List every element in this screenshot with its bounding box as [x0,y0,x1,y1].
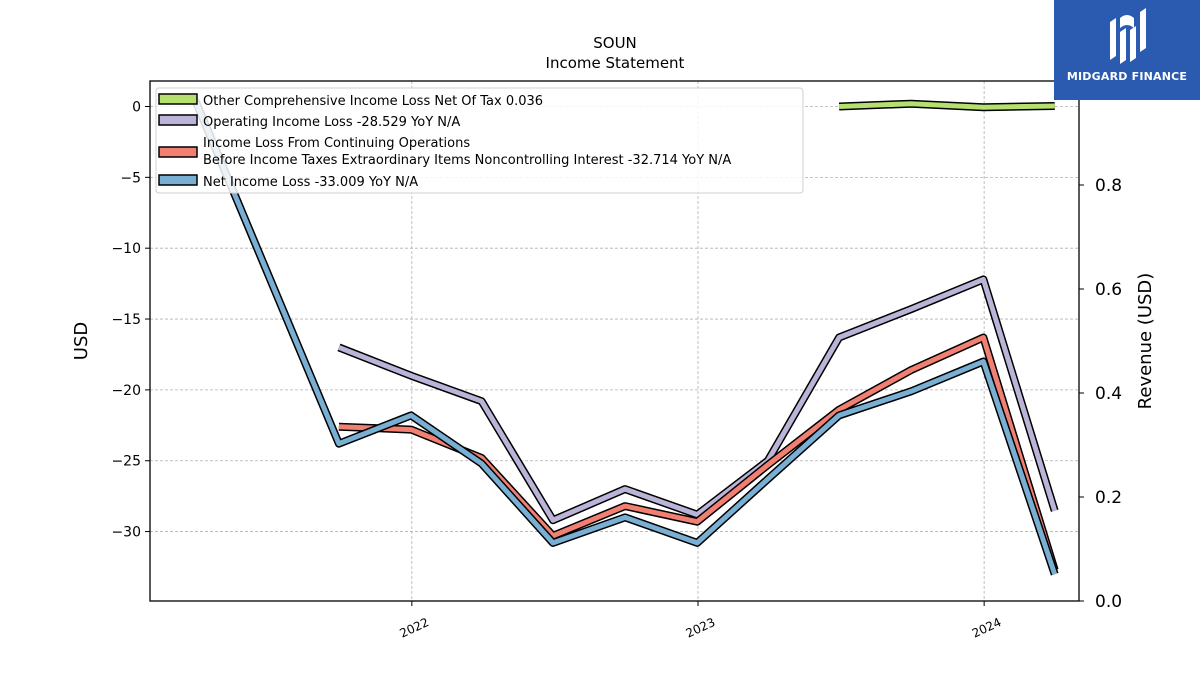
y2-axis: 0.0 0.2 0.4 0.6 0.8 [1079,176,1122,612]
series-outline-2 [337,275,1059,525]
series-line-1 [839,101,1055,110]
x-tick-label: 2022 [398,615,432,641]
y-tick-label: −10 [111,241,141,257]
y-tick-label: −30 [111,525,141,541]
x-tick-label: 2024 [970,615,1004,641]
series-line-2 [337,276,1058,523]
x-tick-label: 2023 [684,615,718,641]
legend-label-1: Other Comprehensive Income Loss Net Of T… [203,94,543,109]
legend-label-3: Before Income Taxes Extraordinary Items … [203,153,731,168]
y-tick-label: −15 [111,312,141,328]
logo-mark-icon [1110,8,1146,64]
y2-tick-label: 0.2 [1095,488,1122,508]
y2-tick-label: 0.6 [1095,280,1122,300]
x-axis: 2022 2023 2024 [398,601,1004,641]
y-tick-label: −25 [111,454,141,470]
series-line-4 [193,99,1058,575]
y2-tick-label: 0.0 [1095,592,1122,612]
series-group [191,99,1059,576]
legend-box [155,87,804,194]
y-tick-label: −5 [120,170,141,186]
chart-title: SOUN [593,34,637,52]
y-tick-label: 0 [132,100,141,116]
midgard-finance-logo: MIDGARD FINANCE [1054,0,1200,100]
logo-name: MIDGARD FINANCE [1066,70,1188,83]
plot-frame [149,80,1080,602]
y-axis-label: USD [71,322,92,360]
y2-axis-label: Revenue (USD) [1135,273,1156,410]
legend-label-3: Income Loss From Continuing Operations [203,136,470,151]
legend-swatch-4 [158,174,198,186]
chart-subtitle: Income Statement [546,54,685,72]
y-tick-label: −20 [111,383,141,399]
legend-label-2: Operating Income Loss -28.529 YoY N/A [203,115,460,130]
legend-swatch-1 [158,93,198,105]
legend: Other Comprehensive Income Loss Net Of T… [155,87,804,194]
legend-swatch-3 [158,146,198,158]
legend-swatch-2 [158,114,198,126]
y-axis: 0 −5 −10 −15 −20 −25 −30 [111,100,150,541]
y2-tick-label: 0.4 [1095,384,1122,404]
y2-tick-label: 0.8 [1095,176,1122,196]
legend-label-4: Net Income Loss -33.009 YoY N/A [203,175,418,190]
